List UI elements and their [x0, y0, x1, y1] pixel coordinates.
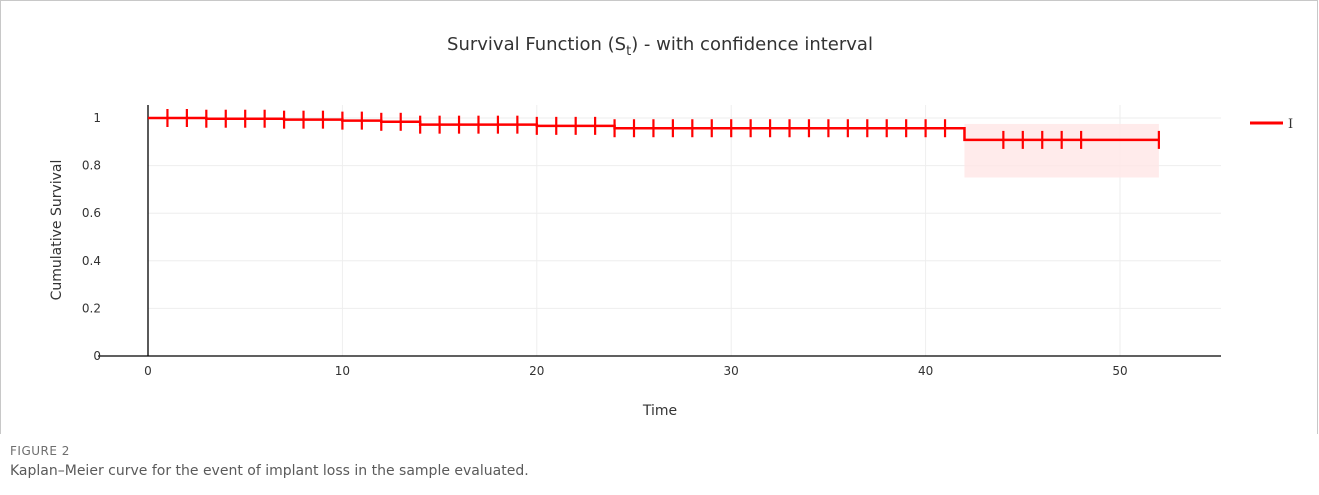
- legend: I: [1250, 117, 1293, 132]
- x-tick-label: 50: [1112, 364, 1127, 378]
- x-tick-label: 40: [918, 364, 933, 378]
- figure-caption: Kaplan–Meier curve for the event of impl…: [10, 463, 529, 479]
- y-tick-label: 0: [93, 349, 101, 363]
- x-axis-label: Time: [642, 403, 677, 419]
- x-tick-label: 20: [529, 364, 544, 378]
- legend-label: I: [1288, 117, 1293, 132]
- survival-chart: 0 10 20 30 40 50 0 0.2 0.4 0.6 0.8 1 Survival Func…: [49, 34, 1293, 419]
- chart-title-prefix: Survival Function (S: [447, 34, 626, 55]
- y-tick-label: 0.8: [82, 159, 101, 173]
- x-tick-label: 10: [335, 364, 350, 378]
- y-axis-label: Cumulative Survival: [49, 160, 65, 301]
- x-tick-label: 30: [724, 364, 739, 378]
- y-tick-label: 0.6: [82, 206, 101, 220]
- y-tick-label: 1: [93, 111, 101, 125]
- x-tick-label: 0: [144, 364, 152, 378]
- chart-title-suffix: ) - with confidence interval: [631, 34, 873, 55]
- y-tick-label: 0.4: [82, 254, 101, 268]
- x-tick-labels: 0 10 20 30 40 50: [144, 364, 1127, 378]
- y-tick-labels: 0 0.2 0.4 0.6 0.8 1: [82, 111, 101, 363]
- y-tick-label: 0.2: [82, 301, 101, 315]
- chart-title: Survival Function (St) - with confidence…: [447, 34, 873, 59]
- censor-marks: [166, 109, 1160, 149]
- chart-title-subscript: t: [626, 44, 631, 59]
- figure-label: FIGURE 2: [10, 444, 70, 458]
